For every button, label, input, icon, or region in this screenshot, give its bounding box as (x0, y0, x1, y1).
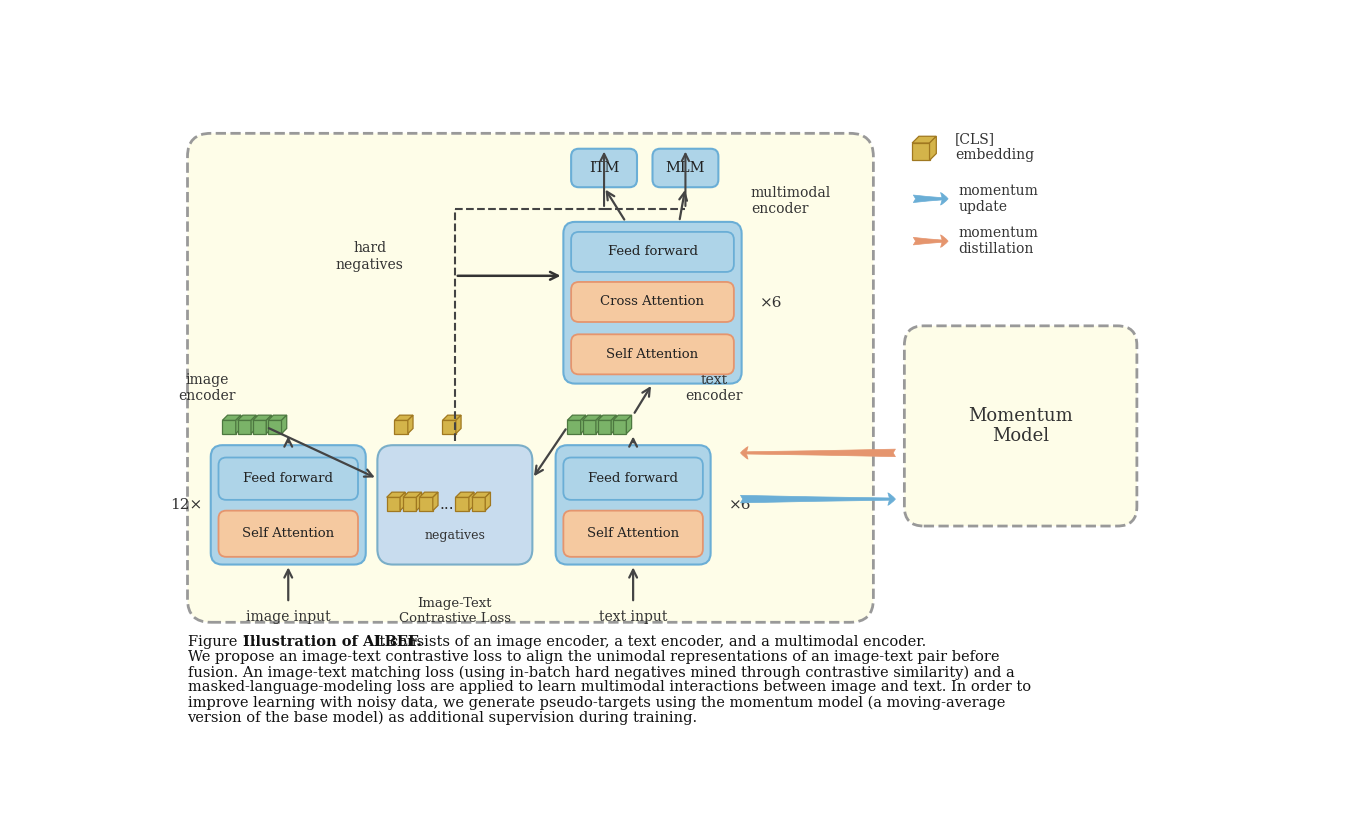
Text: Self Attention: Self Attention (607, 348, 698, 361)
FancyBboxPatch shape (572, 335, 734, 375)
Polygon shape (597, 415, 616, 420)
Text: Illustration of ALBEF.: Illustration of ALBEF. (243, 636, 422, 650)
Polygon shape (238, 415, 257, 420)
FancyBboxPatch shape (564, 511, 703, 557)
Text: text input: text input (599, 610, 667, 624)
Polygon shape (253, 420, 266, 433)
Polygon shape (486, 492, 491, 511)
Text: text
encoder: text encoder (686, 373, 744, 403)
Text: Figure 1:: Figure 1: (187, 636, 260, 650)
Polygon shape (469, 492, 473, 511)
Polygon shape (597, 420, 611, 433)
FancyBboxPatch shape (564, 458, 703, 500)
Text: version of the base model) as additional supervision during training.: version of the base model) as additional… (187, 711, 698, 725)
FancyBboxPatch shape (572, 149, 638, 187)
Polygon shape (568, 415, 586, 420)
Text: masked-language-modeling loss are applied to learn multimodal interactions betwe: masked-language-modeling loss are applie… (187, 681, 1030, 694)
Text: negatives: negatives (425, 529, 486, 542)
Polygon shape (238, 420, 252, 433)
Text: image input: image input (246, 610, 331, 624)
Polygon shape (399, 492, 405, 511)
FancyBboxPatch shape (187, 133, 873, 623)
Polygon shape (394, 415, 413, 420)
Polygon shape (443, 420, 456, 433)
FancyBboxPatch shape (564, 222, 741, 384)
Polygon shape (456, 497, 469, 511)
Polygon shape (420, 492, 438, 497)
Text: Self Attention: Self Attention (586, 527, 679, 540)
Polygon shape (611, 415, 616, 433)
Text: MLM: MLM (666, 161, 705, 175)
Text: We propose an image-text contrastive loss to align the unimodal representations : We propose an image-text contrastive los… (187, 650, 999, 664)
Polygon shape (472, 492, 491, 497)
Polygon shape (253, 415, 272, 420)
Polygon shape (472, 497, 486, 511)
Polygon shape (582, 420, 596, 433)
Polygon shape (408, 415, 413, 433)
Polygon shape (281, 415, 286, 433)
Polygon shape (222, 420, 235, 433)
Polygon shape (252, 415, 257, 433)
Polygon shape (613, 415, 632, 420)
Polygon shape (420, 497, 433, 511)
Polygon shape (596, 415, 601, 433)
Polygon shape (456, 492, 473, 497)
Text: [CLS]
embedding: [CLS] embedding (955, 132, 1034, 162)
Text: ×6: ×6 (760, 295, 783, 310)
Text: Feed forward: Feed forward (608, 246, 698, 259)
Text: improve learning with noisy data, we generate pseudo-targets using the momentum : improve learning with noisy data, we gen… (187, 695, 1005, 710)
Text: fusion. An image-text matching loss (using in-batch hard negatives mined through: fusion. An image-text matching loss (usi… (187, 665, 1014, 680)
FancyBboxPatch shape (555, 446, 710, 565)
FancyBboxPatch shape (218, 458, 358, 500)
Polygon shape (386, 497, 399, 511)
FancyBboxPatch shape (904, 326, 1137, 526)
Text: multimodal
encoder: multimodal encoder (751, 185, 831, 215)
Text: Feed forward: Feed forward (588, 472, 678, 486)
Text: Momentum
Model: Momentum Model (968, 406, 1073, 446)
FancyBboxPatch shape (218, 511, 358, 557)
Polygon shape (582, 415, 601, 420)
Polygon shape (235, 415, 241, 433)
Polygon shape (456, 415, 461, 433)
Text: It consists of an image encoder, a text encoder, and a multimodal encoder.: It consists of an image encoder, a text … (369, 636, 927, 650)
Polygon shape (912, 143, 929, 160)
Text: hard
negatives: hard negatives (336, 242, 404, 272)
FancyBboxPatch shape (572, 282, 734, 322)
Polygon shape (404, 492, 421, 497)
FancyBboxPatch shape (572, 232, 734, 272)
Text: ×6: ×6 (729, 498, 752, 512)
Text: image
encoder: image encoder (178, 373, 235, 403)
Text: ITM: ITM (589, 161, 619, 175)
FancyBboxPatch shape (211, 446, 366, 565)
Polygon shape (568, 420, 581, 433)
Polygon shape (627, 415, 632, 433)
Text: Cross Attention: Cross Attention (600, 295, 705, 308)
FancyBboxPatch shape (652, 149, 718, 187)
Text: Feed forward: Feed forward (243, 472, 334, 486)
Polygon shape (417, 492, 421, 511)
Text: momentum
distillation: momentum distillation (959, 226, 1038, 256)
Polygon shape (433, 492, 438, 511)
Polygon shape (386, 492, 405, 497)
Text: ...: ... (438, 497, 453, 512)
Polygon shape (268, 415, 286, 420)
Polygon shape (404, 497, 417, 511)
Polygon shape (222, 415, 241, 420)
Polygon shape (613, 420, 627, 433)
Polygon shape (268, 420, 281, 433)
Text: 12×: 12× (169, 498, 202, 512)
Polygon shape (394, 420, 408, 433)
Polygon shape (581, 415, 586, 433)
Text: momentum
update: momentum update (959, 184, 1038, 214)
Text: Image-Text
Contrastive Loss: Image-Text Contrastive Loss (399, 596, 511, 625)
Polygon shape (266, 415, 272, 433)
FancyBboxPatch shape (378, 446, 533, 565)
Polygon shape (912, 136, 936, 143)
Polygon shape (443, 415, 461, 420)
Polygon shape (929, 136, 936, 160)
Text: Self Attention: Self Attention (242, 527, 335, 540)
